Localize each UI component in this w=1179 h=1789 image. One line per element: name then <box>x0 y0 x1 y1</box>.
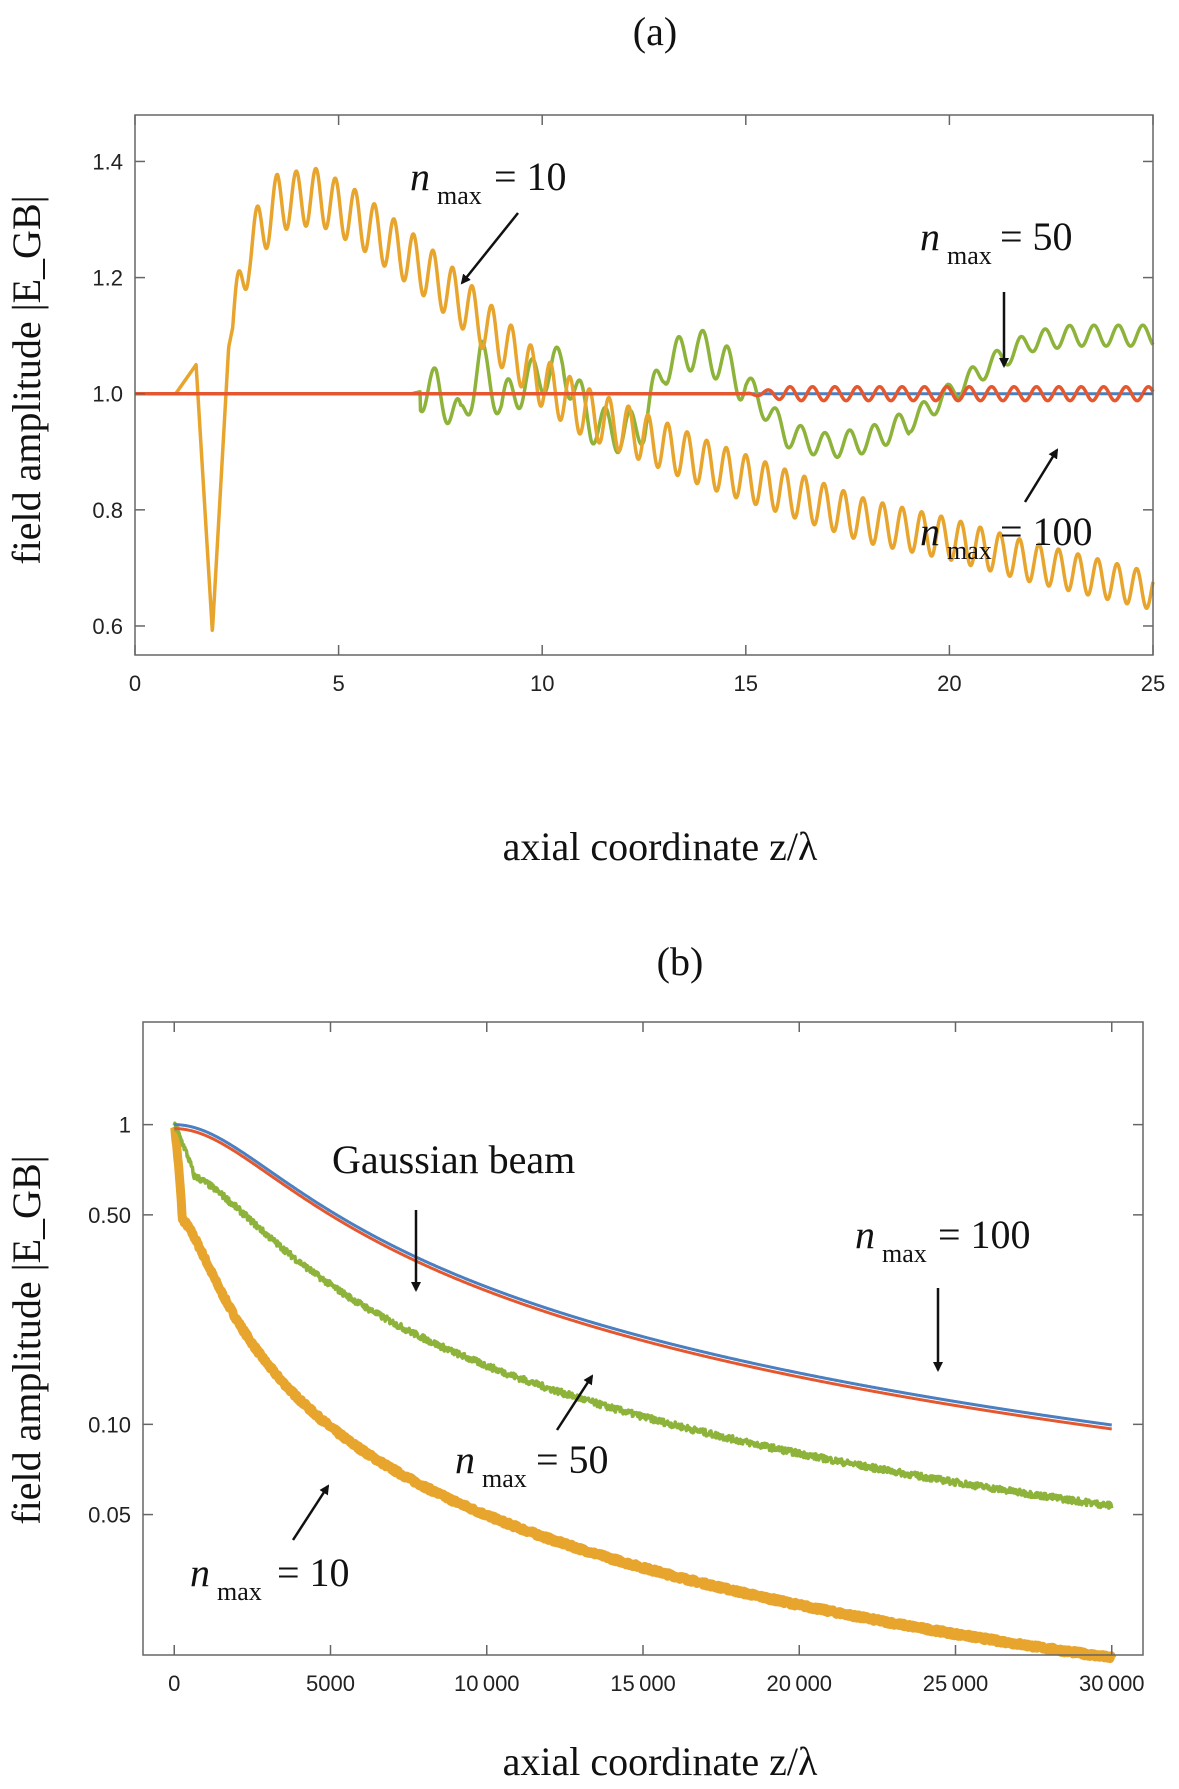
x-tick-label: 10 <box>530 671 554 696</box>
y-tick-label: 0.6 <box>92 614 123 639</box>
annotation-subscript: max <box>217 1577 262 1606</box>
annotation-value: = 10 <box>494 154 567 199</box>
panel-b-annotation-gaussian-beam: Gaussian beam <box>332 1137 575 1292</box>
panel-b: (b) 0 5000 10 000 15 000 20 000 25 000 30 000 … <box>4 939 1145 1784</box>
annotation-subscript: max <box>882 1239 927 1268</box>
annotation-value: = 100 <box>938 1212 1031 1257</box>
x-tick-label: 20 000 <box>766 1671 832 1696</box>
panel-a-x-ticks: 0 5 10 15 20 25 <box>129 115 1165 696</box>
annotation-arrow <box>555 1374 594 1431</box>
panel-a-y-ticks: 0.6 0.8 1.0 1.2 1.4 <box>92 149 1153 639</box>
y-tick-label: 0.8 <box>92 498 123 523</box>
panel-b-series-group <box>170 1121 1117 1664</box>
x-tick-label: 5000 <box>306 1671 355 1696</box>
y-tick-label: 1 <box>119 1113 131 1138</box>
y-tick-label: 1.0 <box>92 382 123 407</box>
annotation-n-symbol: n <box>190 1550 210 1595</box>
panel-b-annotation-nmax-100: n max = 100 <box>855 1212 1031 1372</box>
x-tick-label: 15 <box>734 671 758 696</box>
series-line-n-max-100 <box>133 384 1155 403</box>
series-line-n-max-10 <box>170 1123 1117 1664</box>
x-tick-label: 30 000 <box>1079 1671 1145 1696</box>
x-tick-label: 0 <box>129 671 141 696</box>
annotation-value: = 50 <box>1000 214 1073 259</box>
panel-a-series-group <box>133 166 1155 633</box>
annotation-n-symbol: n <box>920 214 940 259</box>
series-line-n-max-10 <box>133 166 1155 633</box>
annotation-subscript: max <box>947 536 992 565</box>
x-tick-label: 25 000 <box>923 1671 989 1696</box>
x-tick-label: 20 <box>937 671 961 696</box>
y-tick-label: 1.4 <box>92 149 123 174</box>
panel-a-annotation-nmax-50: n max = 50 <box>920 214 1073 368</box>
series-line-gaussian-beam <box>173 1123 1113 1427</box>
panel-b-annotation-nmax-10: n max = 10 <box>190 1484 350 1606</box>
series-line-n-max-50 <box>172 1121 1114 1510</box>
panel-b-annotation-nmax-50: n max = 50 <box>455 1374 609 1493</box>
panel-b-label: (b) <box>657 939 704 984</box>
panel-a-x-axis-title: axial coordinate z/λ <box>503 824 818 869</box>
annotation-subscript: max <box>482 1464 527 1493</box>
panel-b-x-axis-title: axial coordinate z/λ <box>503 1739 818 1784</box>
annotation-n-symbol: n <box>410 154 430 199</box>
panel-a-y-axis-title: field amplitude |E_GB| <box>4 195 49 564</box>
panel-a-annotation-nmax-100: n max = 100 <box>920 448 1093 565</box>
panel-b-y-ticks: 0.05 0.10 0.50 1 <box>88 1113 1143 1528</box>
y-tick-label: 0.50 <box>88 1203 131 1228</box>
annotation-subscript: max <box>437 181 482 210</box>
panel-a-label: (a) <box>633 9 677 54</box>
annotation-n-symbol: n <box>855 1212 875 1257</box>
annotation-arrow <box>1023 448 1059 503</box>
annotation-value: = 10 <box>277 1550 350 1595</box>
y-tick-label: 0.05 <box>88 1503 131 1528</box>
annotation-value: = 100 <box>1000 509 1093 554</box>
annotation-n-symbol: n <box>455 1437 475 1482</box>
annotation-subscript: max <box>947 241 992 270</box>
annotation-n-symbol: n <box>920 509 940 554</box>
series-line-n-max-100 <box>173 1127 1113 1431</box>
y-tick-label: 0.10 <box>88 1412 131 1437</box>
panel-b-x-ticks: 0 5000 10 000 15 000 20 000 25 000 30 000 <box>168 1022 1145 1696</box>
x-tick-label: 25 <box>1141 671 1165 696</box>
x-tick-label: 10 000 <box>454 1671 520 1696</box>
annotation-value: = 50 <box>536 1437 609 1482</box>
panel-a-plot-frame <box>134 114 1154 656</box>
annotation-label: Gaussian beam <box>332 1137 575 1182</box>
annotation-arrow <box>460 212 519 285</box>
panel-a-annotation-nmax-10: n max = 10 <box>410 154 567 285</box>
x-tick-label: 0 <box>168 1671 180 1696</box>
panel-b-y-axis-title: field amplitude |E_GB| <box>4 1155 49 1524</box>
panel-a: (a) 0 5 10 15 20 25 0.6 0.8 1.0 1.2 1.4 axial coo… <box>4 9 1165 869</box>
x-tick-label: 15 000 <box>610 1671 676 1696</box>
annotation-arrow <box>291 1484 330 1541</box>
y-tick-label: 1.2 <box>92 266 123 291</box>
x-tick-label: 5 <box>332 671 344 696</box>
